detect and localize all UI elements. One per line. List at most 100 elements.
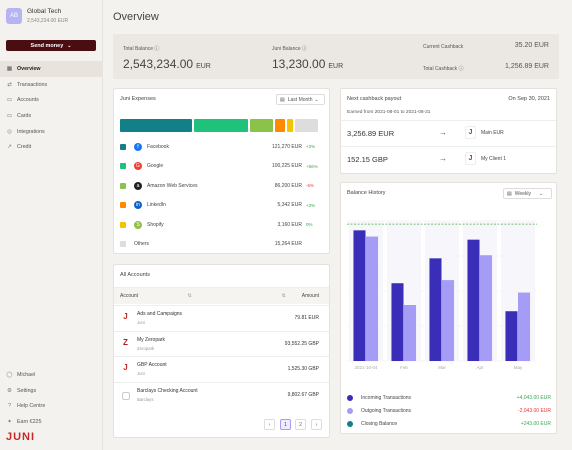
legend-swatch (120, 202, 126, 208)
shopify-logo-icon: S (134, 220, 142, 229)
expense-amount: 5,342 EUR (277, 202, 302, 208)
account-amount: 9,802.67 GBP (287, 391, 319, 398)
sort-icon: ⇅ (281, 293, 286, 299)
expense-row[interactable]: G Google 100,225 EUR +56% (120, 157, 324, 176)
integrations-icon: ◎ (7, 128, 12, 135)
expenses-strip (120, 119, 324, 132)
expense-name: Shopify (147, 221, 164, 228)
expense-amount: 86,200 EUR (274, 182, 302, 189)
accounts-card: All Accounts Account ⇅ ⇅ Amount J Ads and … (113, 264, 330, 438)
sidebar-item-cards[interactable]: ▭ Cards (0, 108, 103, 124)
next-page-button[interactable]: › (311, 419, 322, 430)
col-account[interactable]: Account ⇅ (120, 293, 192, 299)
expense-row[interactable]: S Shopify 3,160 EUR 0% (120, 215, 324, 234)
expense-name: Google (147, 163, 164, 169)
sidebar: AB Global Tech 2,543,234.00 EUR Send mon… (0, 0, 103, 450)
page-1-button[interactable]: 1 (280, 419, 291, 430)
bar-incoming-transactions (353, 230, 366, 361)
sidebar-item-overview[interactable]: ▦ Overview (0, 61, 103, 77)
juni-icon: J (465, 152, 476, 165)
info-icon: ⓘ (458, 66, 464, 72)
legend-value: +4,043.00 EUR (516, 394, 551, 401)
expense-row[interactable]: in LinkedIn 5,342 EUR +3% (120, 196, 324, 215)
sidebar-nav: ▦ Overview ⇄ Transactions ▭ Accounts ▭ Cards ◎ In… (0, 61, 103, 155)
sort-icon: ⇅ (187, 293, 192, 299)
chevron-down-icon: ⌄ (67, 42, 72, 49)
legend-label: Outgoing Transactions (361, 407, 412, 414)
account-provider: Juni (137, 371, 145, 376)
expense-amount: 121,270 EUR (271, 143, 302, 150)
total-balance-label: Total Balance ⓘ (123, 46, 160, 52)
table-row[interactable]: J GBP Account Juni 1,525.30 GBP (114, 356, 329, 382)
sidebar-bottom-nav: ◯ Michael ⚙ Settings? Help Centre ✦ Earn €225 (0, 367, 103, 430)
account-amount: 93,552.25 GBP (284, 340, 319, 347)
account-name: Barclays Checking Account (137, 387, 198, 394)
sidebar-item-gift[interactable]: ✦ Earn €225 (0, 414, 103, 430)
legend-swatch (120, 221, 126, 228)
sidebar-item-gear[interactable]: ⚙ Settings (0, 383, 103, 399)
sidebar-item-help[interactable]: ? Help Centre (0, 398, 103, 414)
expenses-title: Juni Expenses (120, 96, 156, 102)
expenses-card: Juni Expenses ▤ Last Month ⌄ f Facebook 12… (113, 88, 330, 254)
table-row[interactable]: Barclays Checking Account Barclays 9,802.6… (114, 381, 329, 408)
barclays-icon (122, 391, 130, 400)
account-amount: 1,525.30 GBP (287, 366, 319, 372)
accounts-table-header: Account ⇅ ⇅ Amount (114, 287, 329, 304)
expense-change: +3% (306, 144, 316, 149)
send-money-button[interactable]: Send money ⌄ (6, 40, 96, 51)
org-switcher[interactable]: AB Global Tech 2,543,234.00 EUR (6, 8, 68, 24)
legend-value: +243.00 EUR (520, 420, 551, 427)
expense-name: Facebook (147, 143, 169, 150)
payout-amount: 152.15 GBP (347, 155, 388, 164)
expense-change: -5% (306, 183, 315, 188)
avatar: AB (6, 8, 22, 24)
sidebar-item-user[interactable]: ◯ Michael (0, 367, 103, 383)
sidebar-item-accounts[interactable]: ▭ Accounts (0, 92, 103, 108)
payout-row[interactable]: 3,256.89 EUR → J Main EUR (341, 120, 556, 146)
bar-incoming-transactions (467, 239, 480, 361)
col-amount[interactable]: ⇅ Amount (281, 293, 319, 299)
table-row[interactable]: Z My Zeropark Zeropark 93,552.25 GBP (114, 330, 329, 357)
page-2-button[interactable]: 2 (295, 419, 306, 430)
juni-icon: J (123, 363, 128, 372)
payout-row[interactable]: 152.15 GBP → J My Client 1 (341, 146, 556, 172)
expense-row[interactable]: f Facebook 121,270 EUR +3% (120, 137, 324, 156)
expense-row[interactable]: Others 15,264 EUR (120, 235, 324, 254)
sidebar-item-label: Help Centre (17, 403, 46, 410)
sidebar-item-integrations[interactable]: ◎ Integrations (0, 124, 103, 140)
calendar-icon: ▤ (507, 190, 512, 197)
juni-icon: J (465, 126, 476, 139)
juni-balance-label: Juni Balance ⓘ (272, 46, 308, 52)
expense-row[interactable]: a Amazon Web Services 86,200 EUR -5% (120, 176, 324, 195)
expense-name: Amazon Web Services (147, 182, 198, 189)
chevron-down-icon: ⌄ (539, 190, 544, 197)
prev-page-button[interactable]: ‹ (264, 419, 275, 430)
bar-outgoing-transactions (480, 255, 493, 361)
sidebar-item-credit[interactable]: ↗ Credit (0, 139, 103, 155)
period-select[interactable]: ▤ Last Month ⌄ (276, 94, 325, 105)
info-icon: ⓘ (154, 46, 160, 52)
balance-summary: Total Balance ⓘ 2,543,234.00 EUR Juni Bal… (113, 34, 559, 79)
current-cashback-value: 35.20 EUR (514, 42, 549, 49)
table-row[interactable]: J Ads and Campaigns Juni 79.81 EUR (114, 305, 329, 331)
sidebar-item-label: Cards (17, 112, 32, 119)
sidebar-item-label: Settings (17, 387, 37, 394)
linkedin-logo-icon: in (134, 201, 142, 209)
x-tick-label: Feb (400, 365, 408, 370)
legend-dot (347, 394, 353, 401)
sidebar-item-label: Transactions (17, 81, 48, 88)
user-icon: ◯ (6, 371, 13, 378)
current-cashback-label: Current Cashback (423, 44, 464, 50)
sidebar-item-transactions[interactable]: ⇄ Transactions (0, 77, 103, 93)
bar-outgoing-transactions (518, 292, 531, 361)
x-tick-label: Mar (438, 365, 446, 370)
granularity-select[interactable]: ▤ Weekly ⌄ (503, 188, 552, 199)
expense-segment (193, 119, 249, 132)
legend-swatch (120, 241, 126, 247)
legend-swatch (120, 143, 126, 150)
balance-history-card: Balance History ▤ Weekly ⌄ 2021-10-04 Feb… (340, 182, 557, 434)
total-cashback-label: Total Cashback ⓘ (423, 66, 464, 72)
expense-segment (294, 119, 319, 132)
account-provider: Juni (137, 320, 145, 325)
x-tick-label: May (514, 365, 523, 370)
